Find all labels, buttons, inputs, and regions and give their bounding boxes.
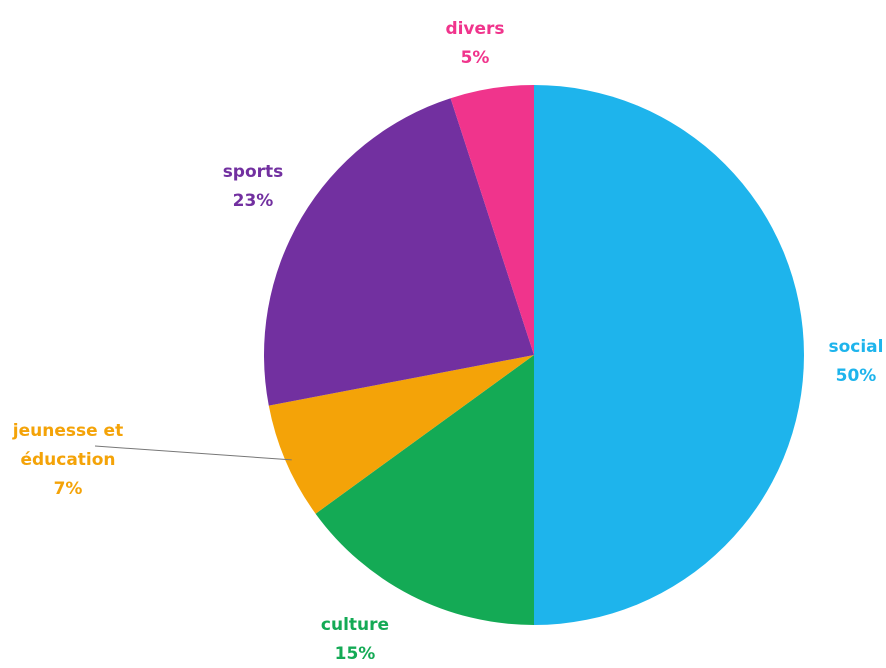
slice-label-text: jeunesse et <box>12 421 123 441</box>
pie-slice-divers <box>450 85 534 355</box>
slice-label-divers: divers 5% <box>445 19 504 68</box>
slice-label-text: sports <box>223 162 284 182</box>
pie-slice-sports <box>263 98 534 406</box>
slice-value-label: 7% <box>54 479 83 499</box>
slice-label-jeunesse-et-education: jeunesse et éducation 7% <box>12 421 123 499</box>
pie-slice-jeunesse-et-education <box>268 355 534 514</box>
slice-label-text: social <box>828 337 883 357</box>
slice-label-text: éducation <box>20 450 115 470</box>
leader-lines-layer <box>94 445 292 461</box>
leader-line-jeunesse-et-education <box>94 445 292 461</box>
labels-layer: social 50% culture 15% jeunesse et éducation 7… <box>12 19 884 664</box>
slices-layer <box>263 85 804 625</box>
slice-value-label: 50% <box>836 366 877 386</box>
slice-label-culture: culture 15% <box>321 615 389 663</box>
slice-label-text: culture <box>321 615 389 635</box>
slice-label-sports: sports 23% <box>223 162 284 211</box>
slice-value-label: 5% <box>461 48 490 68</box>
pie-slice-culture <box>315 355 534 625</box>
slice-value-label: 15% <box>335 644 376 663</box>
pie-slice-social <box>534 85 804 625</box>
slice-label-text: divers <box>445 19 504 39</box>
slice-value-label: 23% <box>233 191 274 211</box>
slice-label-social: social 50% <box>828 337 883 386</box>
